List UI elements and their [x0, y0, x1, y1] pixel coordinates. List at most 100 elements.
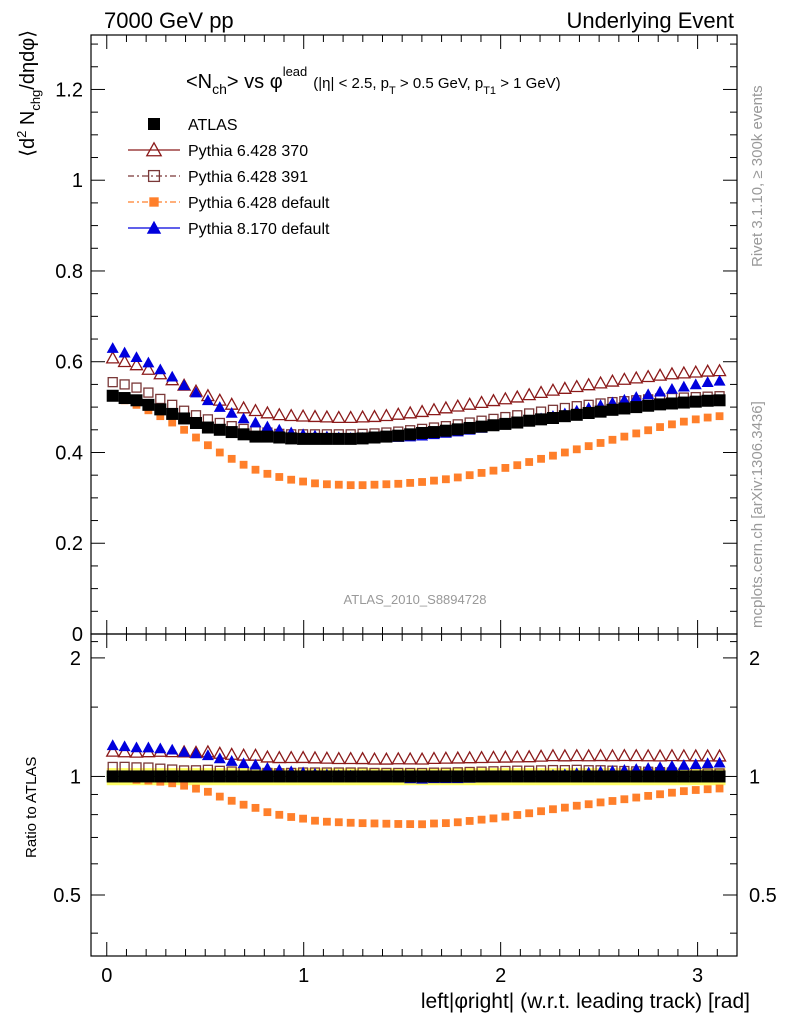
data-point [617, 372, 632, 385]
data-point [367, 409, 382, 423]
ratio-point [703, 785, 712, 794]
ratio-point [691, 786, 700, 794]
ratio-point [537, 807, 545, 816]
ratio-y-tick-label: 2 [70, 648, 81, 670]
data-point [344, 432, 357, 445]
ratio-point [154, 770, 167, 783]
data-point [537, 454, 545, 463]
data-point [379, 408, 394, 422]
ratio-point [382, 819, 391, 828]
ratio-point [380, 770, 393, 783]
ratio-point [106, 770, 119, 783]
data-point [297, 432, 310, 445]
ratio-series-atlas [106, 770, 726, 783]
mcplots-reference-label: mcplots.cern.ch [arXiv:1306.3436] [749, 401, 766, 628]
data-point [475, 420, 488, 433]
ratio-point [225, 770, 238, 783]
data-point [545, 382, 561, 396]
data-point [557, 381, 572, 394]
ratio-point [263, 808, 272, 817]
data-point [416, 426, 429, 439]
data-point [430, 476, 438, 485]
data-point [462, 397, 477, 410]
data-point [225, 407, 238, 418]
data-point [499, 417, 512, 430]
data-point [715, 412, 724, 421]
data-point [665, 397, 678, 410]
ratio-point [225, 755, 238, 766]
data-point [605, 373, 620, 387]
ratio-point [284, 750, 299, 764]
data-point [142, 398, 155, 411]
ratio-point [261, 770, 274, 783]
data-point [665, 382, 678, 394]
data-point [118, 392, 131, 405]
ratio-point [451, 770, 464, 783]
legend-label-atlas: ATLAS [188, 117, 238, 134]
data-point [215, 448, 224, 457]
ratio-point [295, 750, 311, 764]
ratio-point [249, 770, 262, 783]
ratio-point [668, 788, 676, 797]
ratio-point [689, 770, 702, 783]
ratio-point [652, 748, 668, 762]
ratio-point [644, 791, 653, 800]
data-point [189, 416, 202, 429]
ratio-point [355, 751, 370, 765]
ratio-point [439, 770, 452, 783]
ratio-point [594, 770, 607, 783]
data-point [263, 469, 272, 478]
data-point [284, 408, 299, 422]
ratio-point [189, 747, 202, 759]
data-point [180, 425, 188, 434]
ratio-point [677, 770, 690, 783]
ratio-point [513, 811, 522, 819]
data-point [192, 433, 200, 442]
data-point [118, 346, 131, 358]
ratio-point [572, 801, 581, 810]
ratio-point [535, 770, 548, 783]
ratio-point [511, 770, 524, 783]
ratio-point [498, 749, 513, 763]
ratio-point [608, 797, 617, 805]
ratio-point [392, 770, 405, 783]
ratio-point [549, 805, 557, 814]
data-point [572, 445, 581, 454]
data-point [533, 385, 549, 399]
ratio-point [664, 748, 680, 762]
data-point [155, 393, 166, 405]
ratio-point [273, 770, 286, 783]
x-tick-label: 1 [298, 965, 309, 987]
ratio-point [546, 770, 559, 783]
ratio-point [142, 741, 155, 753]
ratio-point [367, 751, 382, 765]
data-point [319, 409, 334, 423]
ratio-point [391, 751, 406, 765]
ratio-point [403, 751, 418, 765]
ratio-point [307, 750, 323, 764]
data-point [713, 394, 726, 407]
data-point [201, 394, 214, 406]
data-point [236, 400, 251, 414]
data-point [107, 376, 118, 388]
ratio-point [453, 818, 462, 827]
data-point [701, 394, 714, 407]
data-point [427, 426, 440, 439]
ratio-point [180, 781, 188, 790]
ratio-point [641, 748, 656, 762]
y-tick-label: 1 [72, 170, 83, 192]
data-point [608, 435, 617, 444]
data-point [620, 432, 629, 441]
data-point [285, 432, 298, 445]
data-point [644, 426, 653, 435]
data-point [307, 409, 323, 423]
ratio-point [557, 748, 572, 762]
series-atlas [106, 389, 726, 445]
data-point [689, 378, 702, 390]
ratio-point [642, 770, 655, 783]
data-point [688, 364, 703, 378]
ratio-point [379, 751, 394, 765]
data-point [261, 430, 274, 443]
data-point [142, 356, 155, 368]
ratio-point [358, 819, 367, 828]
